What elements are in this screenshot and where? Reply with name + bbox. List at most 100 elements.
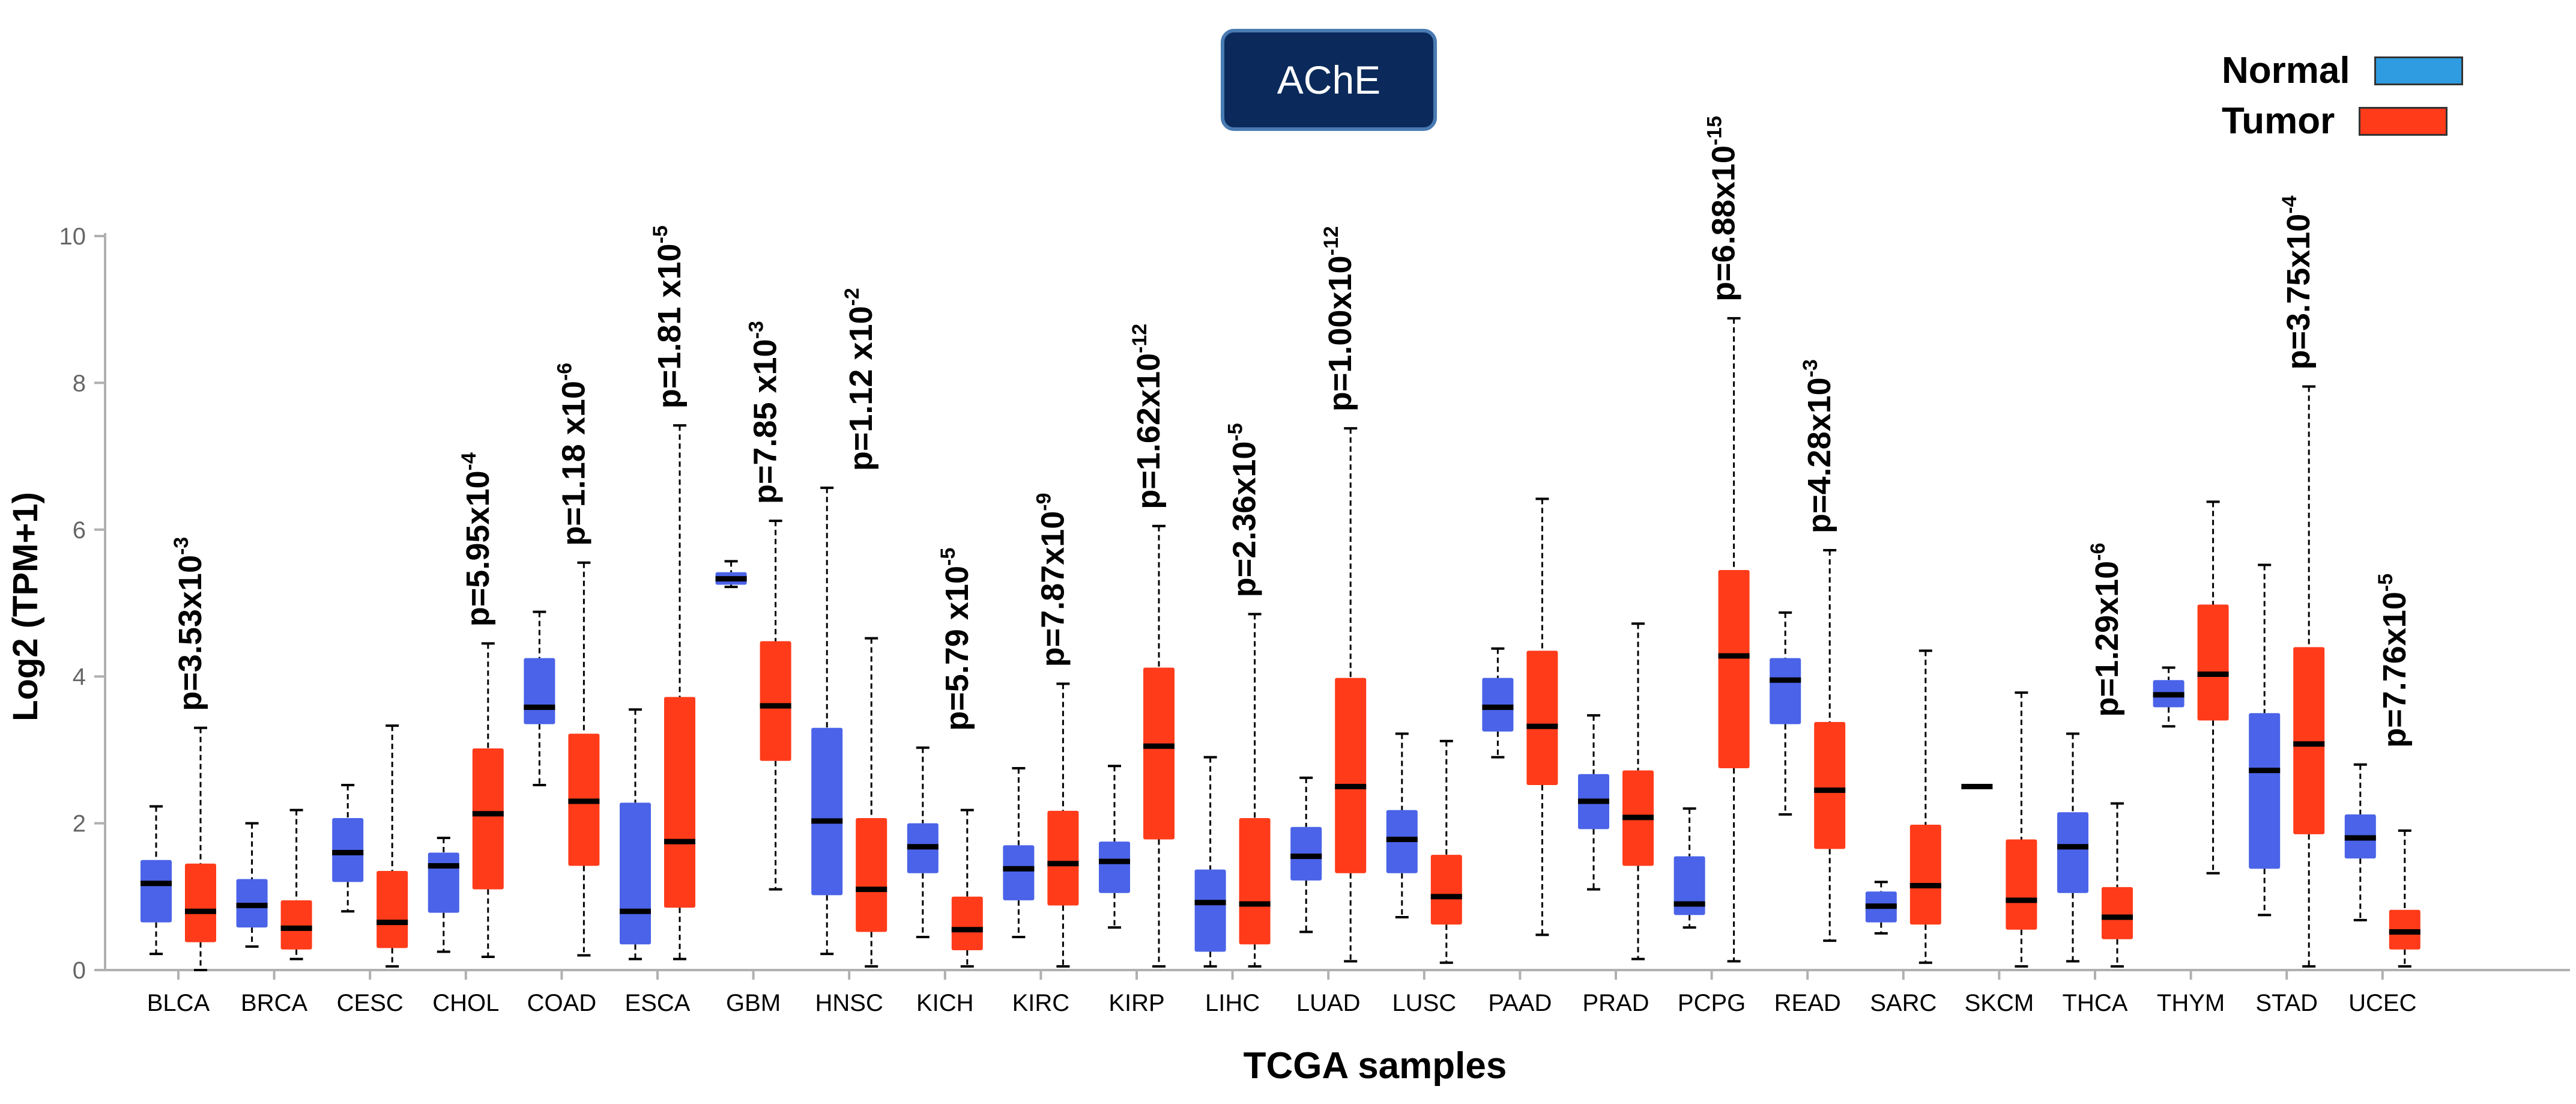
tumor-box xyxy=(2102,887,2133,939)
p-value-exponent: -6 xyxy=(2087,543,2109,561)
x-tick-label: THCA xyxy=(2063,990,2128,1016)
x-tick-label: SKCM xyxy=(1965,990,2034,1016)
x-tick-label: PAAD xyxy=(1488,990,1552,1016)
p-value-exponent: -12 xyxy=(1320,226,1343,255)
p-value-label: p=4.28x10-3 xyxy=(1799,359,1837,533)
x-tick-label: CHOL xyxy=(432,990,499,1016)
p-value-exponent: -3 xyxy=(745,321,768,339)
x-tick-label: HNSC xyxy=(815,990,883,1016)
normal-box xyxy=(2057,812,2088,893)
normal-box xyxy=(2249,713,2281,869)
y-tick-label: 2 xyxy=(73,811,86,837)
tumor-box xyxy=(856,818,887,932)
p-value-exponent: -3 xyxy=(170,537,193,555)
y-axis-title: Log2 (TPM+1) xyxy=(6,492,45,721)
tumor-box xyxy=(2293,647,2325,834)
tumor-box xyxy=(2006,839,2037,930)
p-value-exponent: -5 xyxy=(1224,423,1247,441)
p-value-label: p=5.79 x10-5 xyxy=(937,548,975,731)
normal-box xyxy=(1770,658,1801,724)
tumor-box xyxy=(280,900,312,950)
p-value-label: p=1.81 x10-5 xyxy=(649,225,688,408)
p-value-label: p=1.00x10-12 xyxy=(1320,226,1358,411)
chart-title: AChE xyxy=(1221,29,1437,131)
x-tick-label: LIHC xyxy=(1205,990,1260,1016)
y-tick-label: 10 xyxy=(59,223,86,250)
tumor-box xyxy=(1430,855,1462,925)
x-tick-label: COAD xyxy=(527,990,597,1016)
normal-box xyxy=(1673,856,1705,915)
tumor-box xyxy=(1143,667,1175,840)
tumor-box xyxy=(376,871,408,948)
tumor-box xyxy=(1526,651,1558,786)
legend-normal-label: Normal xyxy=(2222,50,2350,91)
normal-box xyxy=(1194,869,1226,952)
p-value-exponent: -4 xyxy=(2278,195,2301,213)
x-tick-label: UCEC xyxy=(2348,990,2416,1016)
normal-box xyxy=(428,852,459,913)
normal-box xyxy=(811,727,843,896)
x-axis-title: TCGA samples xyxy=(1244,1045,1507,1087)
p-value-exponent: -6 xyxy=(553,363,576,381)
normal-box xyxy=(1099,842,1130,893)
p-value-label: p=1.29x10-6 xyxy=(2087,543,2125,717)
x-tick-label: GBM xyxy=(726,990,781,1016)
tumor-box xyxy=(1814,721,1846,849)
tumor-box xyxy=(951,896,983,951)
p-value-exponent: -3 xyxy=(1799,359,1822,377)
x-tick-label: CESC xyxy=(337,990,404,1016)
p-value-label: p=1.62x10-12 xyxy=(1128,324,1167,509)
plot-area: 0 2 4 6 8 10 BLCA BRCA CESC CHOL COAD ESCA GBM HNSC KI… xyxy=(59,116,2570,1016)
p-value-label: p=2.36x10-5 xyxy=(1224,423,1263,597)
y-tick-label: 6 xyxy=(73,517,86,544)
normal-box xyxy=(620,802,651,945)
p-value-exponent: -5 xyxy=(937,548,960,566)
legend-normal-swatch xyxy=(2374,56,2463,85)
tumor-box xyxy=(185,863,216,942)
p-value-exponent: -15 xyxy=(1704,116,1726,145)
x-tick-label: STAD xyxy=(2255,990,2318,1016)
x-tick-label: ESCA xyxy=(625,990,691,1016)
p-value-label: p=1.12 x10-2 xyxy=(841,288,879,471)
y-tick-label: 8 xyxy=(73,370,86,396)
x-tick-label: BRCA xyxy=(241,990,307,1016)
tumor-box xyxy=(664,697,695,908)
legend-tumor-swatch xyxy=(2359,106,2448,136)
x-tick-label: BLCA xyxy=(147,990,210,1016)
p-value-exponent: -4 xyxy=(458,452,480,470)
x-tick-label: PCPG xyxy=(1678,990,1746,1016)
p-value-label: p=3.53x10-3 xyxy=(170,537,208,711)
p-value-exponent: -5 xyxy=(649,225,672,243)
x-tick-label: SARC xyxy=(1870,990,1937,1016)
x-tick-label: KICH xyxy=(916,990,974,1016)
legend-normal: Normal xyxy=(2222,49,2463,92)
p-value-label: p=7.85 x10-3 xyxy=(745,321,784,504)
tumor-box xyxy=(1239,818,1271,945)
p-value-label: p=1.18 x10-6 xyxy=(553,363,591,546)
legend-tumor-label: Tumor xyxy=(2222,100,2335,142)
legend-tumor: Tumor xyxy=(2222,100,2448,142)
x-tick-label: KIRP xyxy=(1108,990,1164,1016)
tumor-box xyxy=(2197,604,2229,721)
y-tick-label: 4 xyxy=(73,664,86,690)
normal-box xyxy=(524,658,555,724)
tumor-box xyxy=(1718,570,1750,768)
y-tick-label: 0 xyxy=(73,957,86,984)
tumor-box xyxy=(1335,678,1367,873)
p-value-exponent: -9 xyxy=(1032,493,1055,511)
x-tick-label: READ xyxy=(1774,990,1841,1016)
tumor-box xyxy=(1047,810,1079,906)
x-tick-label: LUSC xyxy=(1392,990,1456,1016)
tumor-box xyxy=(1909,825,1941,925)
p-value-exponent: -5 xyxy=(2374,574,2397,592)
p-value-exponent: -12 xyxy=(1128,324,1151,353)
tumor-box xyxy=(760,641,791,761)
p-value-label: p=7.87x10-9 xyxy=(1032,493,1071,667)
normal-box xyxy=(141,860,172,923)
x-tick-label: KIRC xyxy=(1012,990,1070,1016)
p-value-label: p=7.76x10-5 xyxy=(2374,574,2413,748)
normal-box xyxy=(1003,845,1035,900)
x-tick-label: PRAD xyxy=(1582,990,1649,1016)
tumor-box xyxy=(472,748,504,890)
